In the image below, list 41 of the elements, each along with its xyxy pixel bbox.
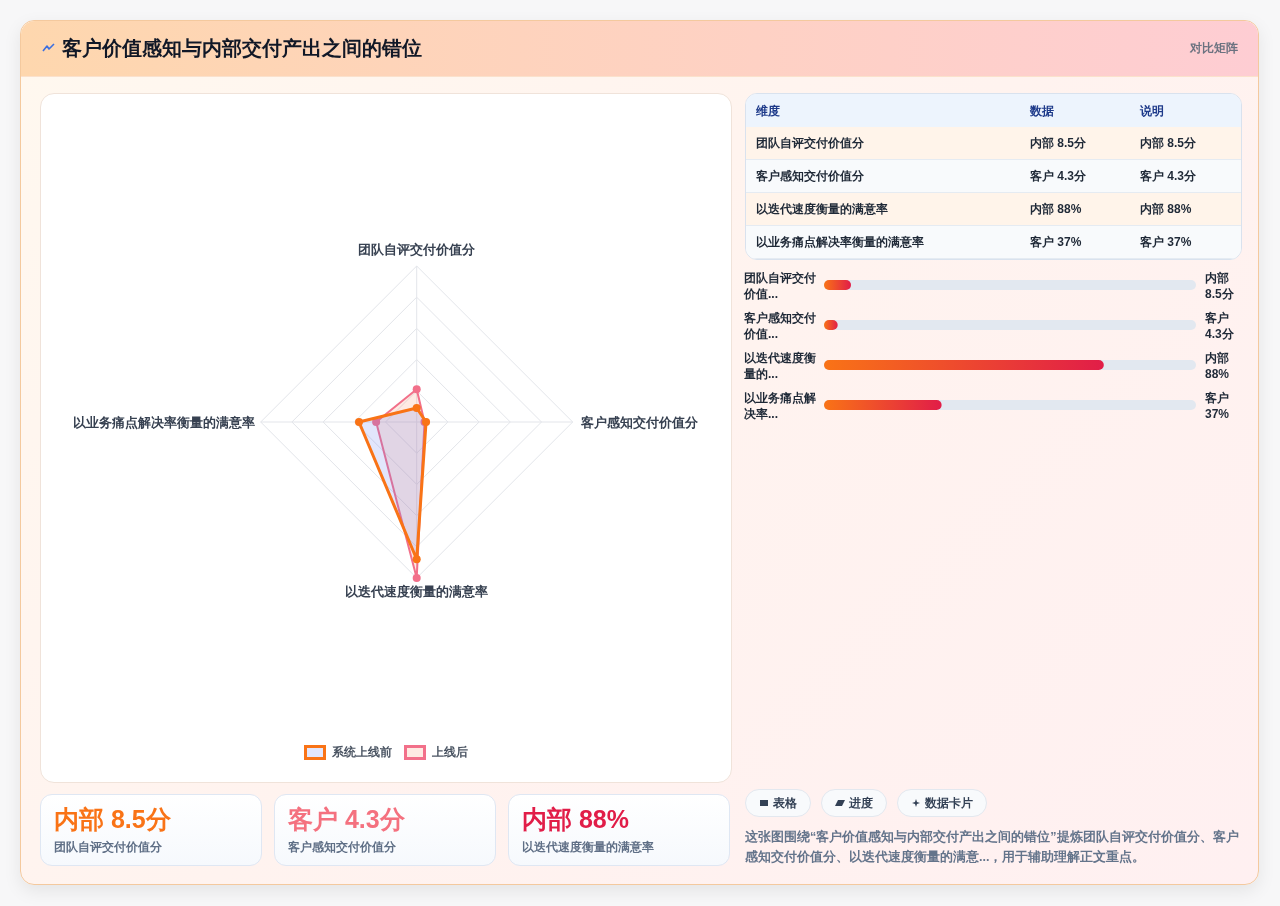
text: 数据卡片	[925, 795, 973, 811]
text: 内部 88%	[1030, 202, 1082, 216]
data-label: 内部 88%	[1205, 350, 1231, 382]
text: 客户 37%	[1030, 235, 1082, 249]
text: 对比矩阵	[1190, 40, 1238, 56]
text: 客户 4.3分	[288, 805, 405, 833]
text: 客户 4.3分	[1030, 169, 1087, 183]
y-tick-label: 以业务痛点解决率...	[744, 390, 817, 422]
data-label: 客户 37%	[1205, 390, 1231, 422]
spoke-label: 团队自评交付价值分	[358, 241, 477, 257]
legend-label: 上线后	[432, 744, 468, 761]
y-tick-label: 客户感知交付价值...	[744, 310, 817, 342]
text: 表格	[773, 795, 797, 811]
spoke-label: 以迭代速度衡量的满意率	[345, 583, 489, 599]
category-label: 客户感知交付价值分	[288, 839, 396, 855]
spoke-label: 以业务痛点解决率衡量的满意率	[72, 414, 255, 430]
text: 进度	[849, 795, 873, 811]
category-label: 以业务痛点解决率衡量的满意率	[756, 235, 924, 249]
data-label: 客户 4.3分	[1205, 310, 1235, 342]
category-label: 团队自评交付价值分	[54, 839, 162, 855]
text: 这张图围绕“客户价值感知与内部交付产出之间的错位”提炼团队自评交付价值分、客户感知交付价值分、以迭代速度衡量的满意...，用于辅助理解正文重点。	[745, 828, 1240, 866]
category-label: 以迭代速度衡量的满意率	[756, 202, 888, 216]
legend-label: 系统上线前	[332, 744, 392, 761]
text: 客户价值感知与内部交付产出之间的错位	[62, 36, 422, 61]
text: 内部 88%	[1140, 202, 1192, 216]
data-label: 内部 8.5分	[1205, 270, 1235, 302]
text: 客户 37%	[1140, 235, 1192, 249]
category-label: 以迭代速度衡量的满意率	[522, 839, 654, 855]
text: 内部 8.5分	[1030, 136, 1087, 150]
text: 客户 4.3分	[1140, 169, 1197, 183]
category-label: 客户感知交付价值分	[756, 169, 864, 183]
category-label: 数据	[1030, 103, 1054, 119]
text: 内部 88%	[522, 805, 629, 833]
text: 内部 8.5分	[54, 805, 171, 833]
category-label: 维度	[756, 103, 780, 119]
spoke-label: 客户感知交付价值分	[579, 414, 699, 430]
y-tick-label: 以迭代速度衡量的...	[744, 350, 817, 382]
y-tick-label: 团队自评交付价值...	[744, 270, 817, 302]
category-label: 说明	[1140, 103, 1164, 119]
text: 内部 8.5分	[1140, 136, 1197, 150]
category-label: 团队自评交付价值分	[756, 136, 864, 150]
